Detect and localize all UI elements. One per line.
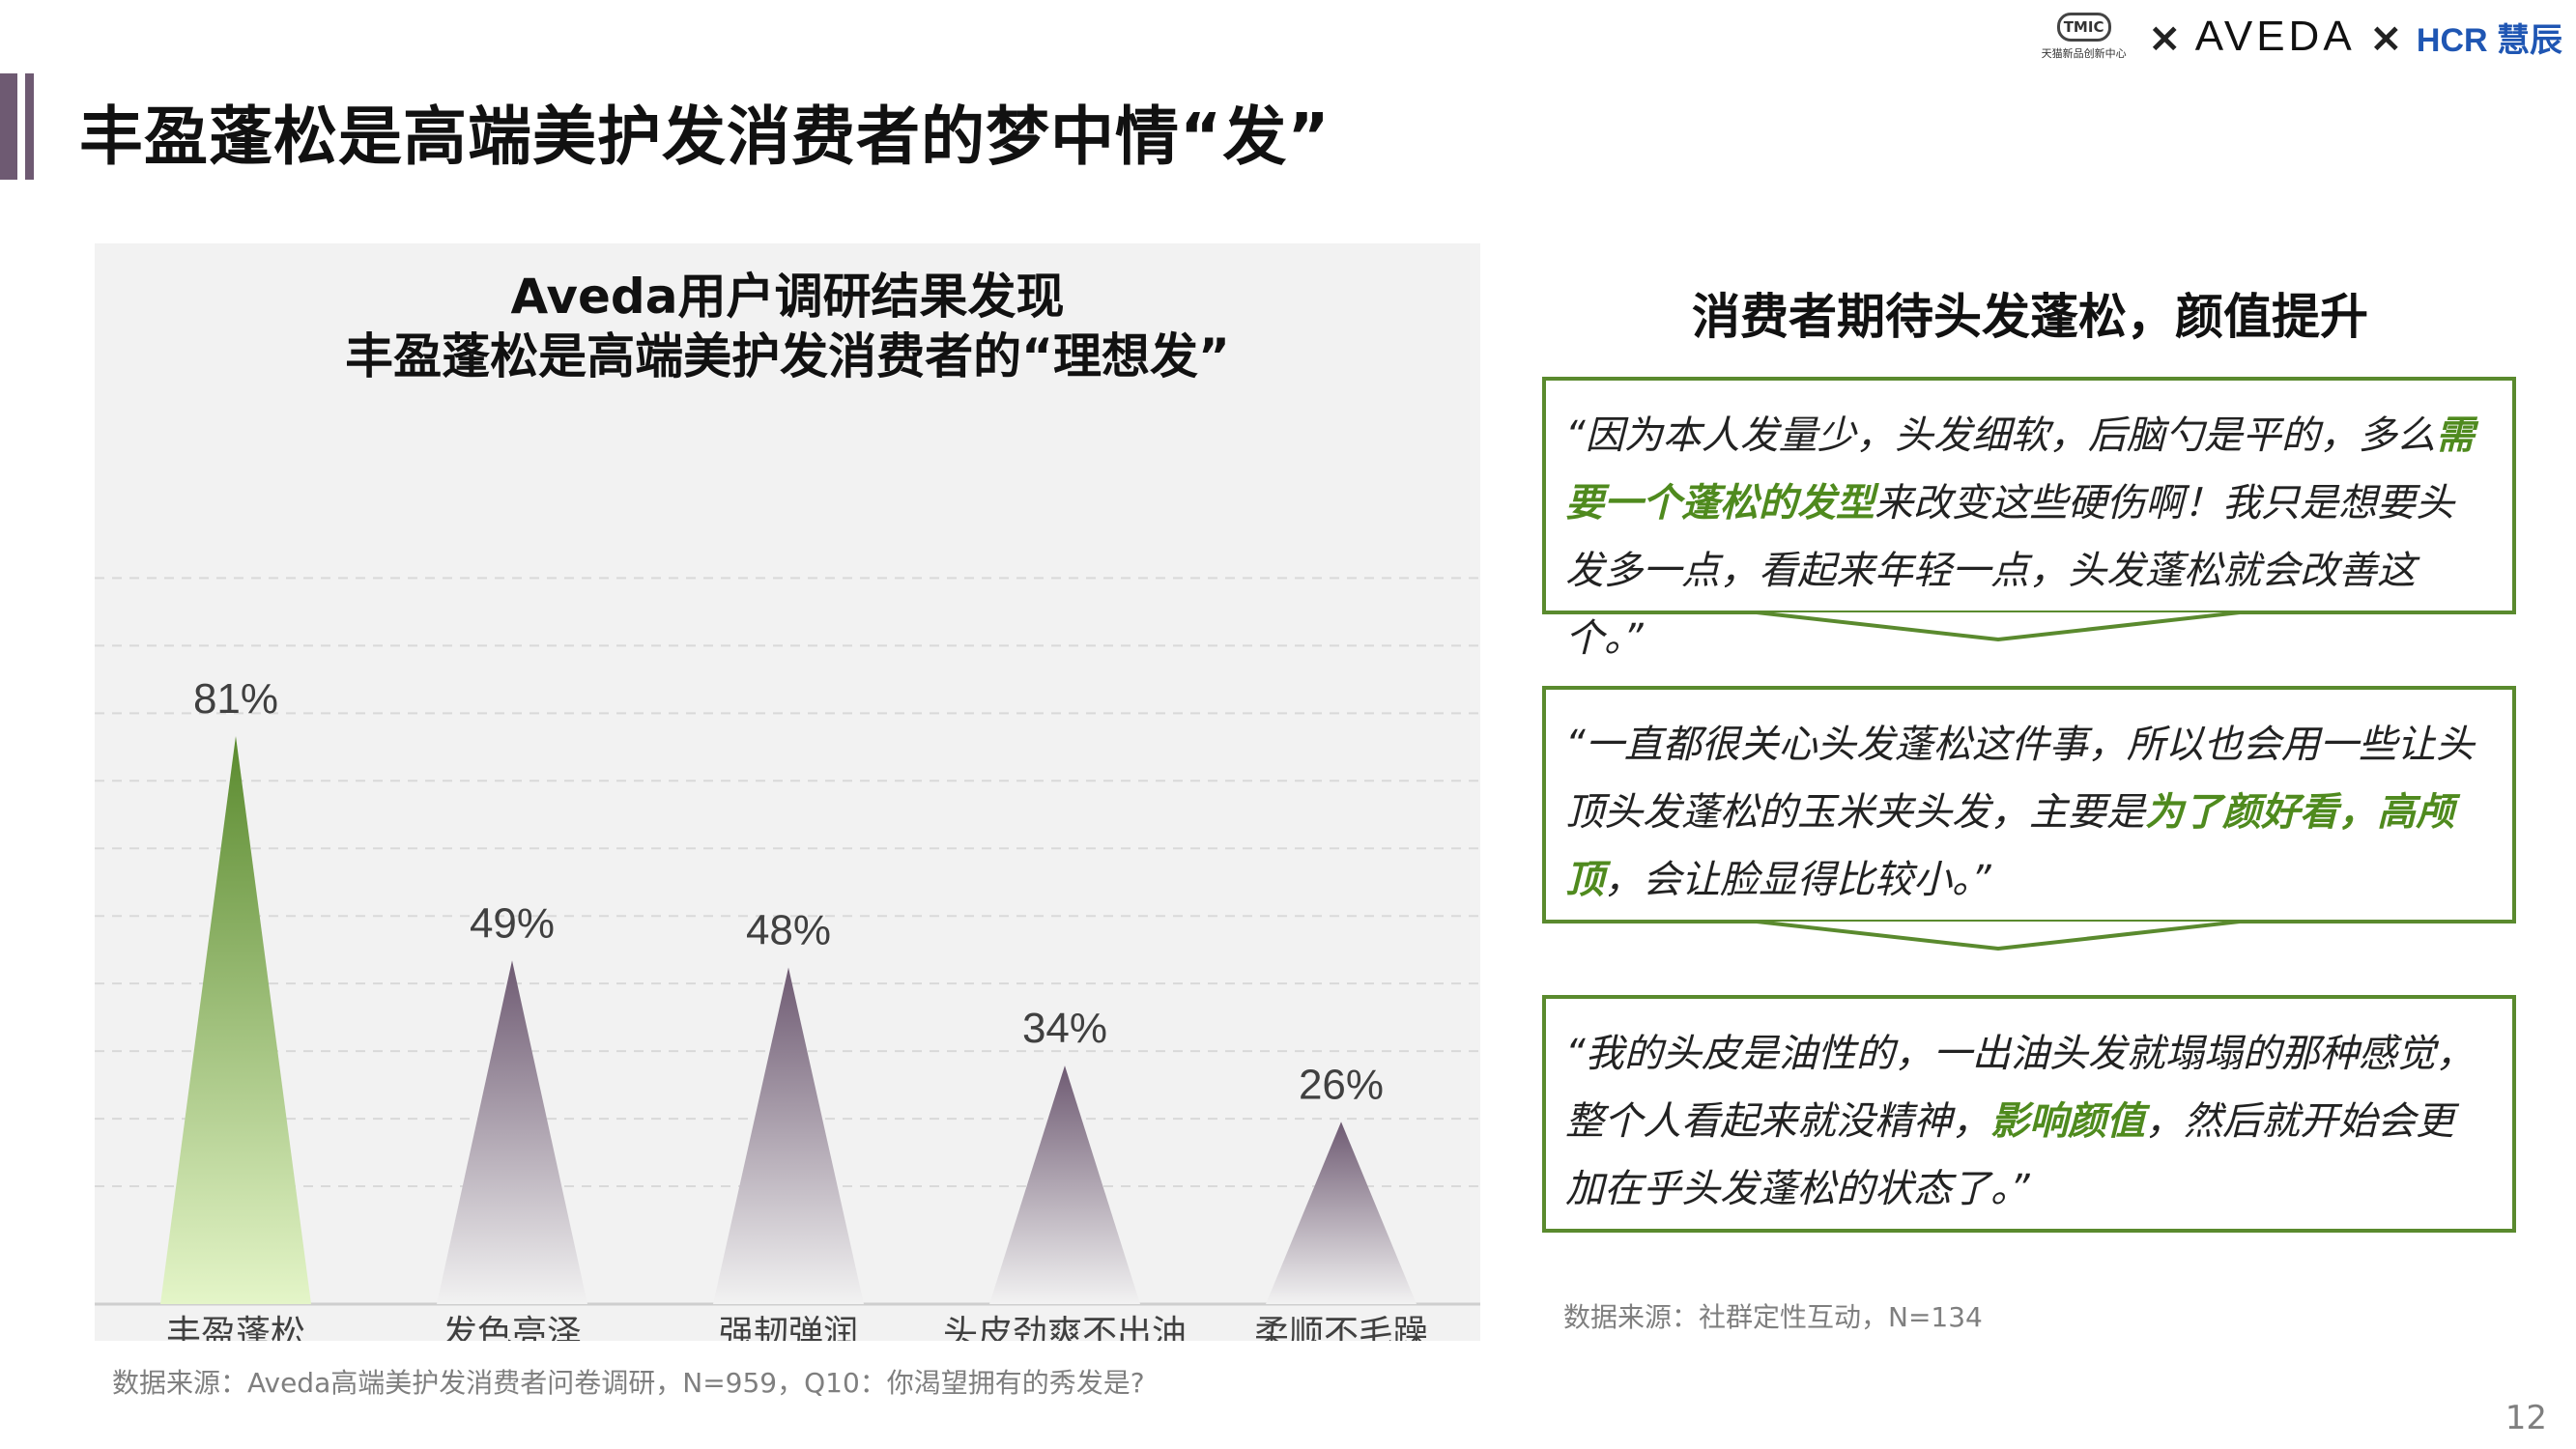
hcr-logo: HCR 慧辰 <box>2416 21 2562 59</box>
category-label: 头皮劲爽不出油 <box>943 1314 1187 1341</box>
aveda-logo: AVEDA <box>2194 13 2356 60</box>
title-accent-bar <box>0 73 17 180</box>
quote-text-2: “一直都很关心头发蓬松这件事，所以也会用一些让头顶头发蓬松的玉米夹头发，主要是为… <box>1565 711 2483 914</box>
partner-logos: TMIC 天猫新品创新中心 × AVEDA × HCR 慧辰 <box>2034 6 2562 68</box>
bar-4 <box>989 1065 1140 1304</box>
tmic-subtitle: 天猫新品创新中心 <box>2041 47 2127 60</box>
page-title: 丰盈蓬松是高端美护发消费者的梦中情“发” <box>79 99 1331 174</box>
quote-segment: “我的头皮是油性的，一出油头发就塌塌的那种感觉，整个人看起来就没精神， <box>1565 1032 2475 1144</box>
bar-5 <box>1266 1122 1417 1304</box>
quote-highlight: 为了颜好看，高颅顶 <box>1565 790 2454 902</box>
chart-title: Aveda用户调研结果发现 丰盈蓬松是高端美护发消费者的“理想发” <box>95 267 1480 386</box>
quote-highlight: 需要一个蓬松的发型 <box>1565 413 2475 526</box>
quote-pointer-2 <box>1739 920 2257 952</box>
quote-pointer-1 <box>1739 611 2257 642</box>
bar-2 <box>437 960 587 1304</box>
quote-segment: ，会让脸显得比较小。” <box>1604 858 1991 902</box>
quote-text-1: “因为本人发量少，头发细软，后脑勺是平的，多么需要一个蓬松的发型来改变这些硬伤啊… <box>1565 402 2483 672</box>
quote-segment: ，然后就开始会更加在乎头发蓬松的状态了。” <box>1565 1099 2454 1211</box>
value-label: 48% <box>746 907 831 954</box>
quote-highlight: 影响颜值 <box>1990 1099 2145 1144</box>
quotes-source-note: 数据来源：社群定性互动，N=134 <box>1563 1301 1983 1333</box>
value-label: 49% <box>470 899 555 947</box>
chart-title-line-2: 丰盈蓬松是高端美护发消费者的“理想发” <box>345 328 1230 384</box>
category-label: 丰盈蓬松 <box>166 1314 305 1341</box>
category-label: 柔顺不毛躁 <box>1254 1314 1428 1341</box>
logo-separator: × <box>2368 13 2403 61</box>
page-number: 12 <box>2504 1399 2547 1437</box>
bar-3 <box>713 967 864 1304</box>
quote-segment: 来改变这些硬伤啊！我只是想要头发多一点，看起来年轻一点，头发蓬松就会改善这个。” <box>1565 481 2454 661</box>
value-label: 81% <box>193 675 278 723</box>
value-label: 26% <box>1299 1061 1384 1108</box>
chart-panel: Aveda用户调研结果发现 丰盈蓬松是高端美护发消费者的“理想发” 81% 丰盈蓬… <box>95 243 1480 1341</box>
tmic-badge: TMIC <box>2056 13 2111 42</box>
bar-1 <box>160 736 311 1304</box>
quote-box-1: “因为本人发量少，头发细软，后脑勺是平的，多么需要一个蓬松的发型来改变这些硬伤啊… <box>1542 377 2516 661</box>
value-label: 34% <box>1022 1005 1107 1052</box>
category-label: 强韧弹润 <box>719 1314 858 1341</box>
quote-segment: “因为本人发量少，头发细软，后脑勺是平的，多么 <box>1565 413 2436 458</box>
category-label: 发色亮泽 <box>443 1314 582 1341</box>
tmic-logo: TMIC 天猫新品创新中心 <box>2034 9 2134 65</box>
quote-box-2: “一直都很关心头发蓬松这件事，所以也会用一些让头顶头发蓬松的玉米夹头发，主要是为… <box>1542 686 2516 952</box>
chart-source-note: 数据来源：Aveda高端美护发消费者问卷调研，N=959，Q10：你渴望拥有的秀… <box>112 1367 1145 1399</box>
quote-box-3: “我的头皮是油性的，一出油头发就塌塌的那种感觉，整个人看起来就没精神，影响颜值，… <box>1542 995 2516 1233</box>
title-accent-bar-thin <box>25 73 34 180</box>
quote-text-3: “我的头皮是油性的，一出油头发就塌塌的那种感觉，整个人看起来就没精神，影响颜值，… <box>1565 1020 2483 1223</box>
logo-separator: × <box>2147 13 2182 61</box>
quote-segment: “一直都很关心头发蓬松这件事，所以也会用一些让头顶头发蓬松的玉米夹头发，主要是 <box>1565 723 2475 835</box>
quotes-title: 消费者期待头发蓬松，颜值提升 <box>1692 289 2368 345</box>
bar-chart: 81% 丰盈蓬松 49% 发色亮泽 48% 强韧弹润 34% 头皮劲爽不出油 26% 柔顺不毛躁 <box>95 577 1480 1341</box>
chart-title-line-1: Aveda用户调研结果发现 <box>510 269 1065 325</box>
